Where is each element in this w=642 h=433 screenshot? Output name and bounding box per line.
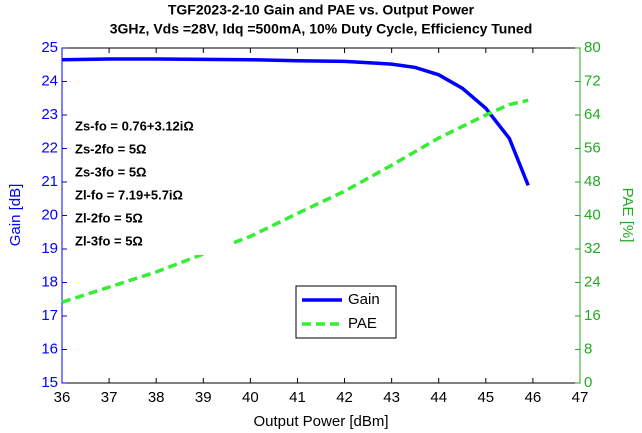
annotation: Zs-3fo = 5Ω xyxy=(75,164,146,179)
x-tick-label: 37 xyxy=(101,389,118,406)
x-tick-label: 36 xyxy=(54,389,71,406)
y-tick-label: 16 xyxy=(41,340,58,357)
y-tick-label: 17 xyxy=(41,307,58,324)
y2-tick-label: 8 xyxy=(584,340,592,357)
legend-box xyxy=(295,285,397,339)
x-tick-label: 47 xyxy=(572,389,589,406)
y2-tick-label: 72 xyxy=(584,72,601,89)
y-tick-label: 22 xyxy=(41,139,58,156)
series-line xyxy=(61,98,529,304)
annotation: Zs-fo = 0.76+3.12iΩ xyxy=(75,118,194,133)
x-tick-label: 40 xyxy=(242,389,259,406)
y-tick-label: 19 xyxy=(41,240,58,257)
y-axis-label: Gain [dB] xyxy=(7,184,24,247)
x-tick-label: 45 xyxy=(477,389,494,406)
y-tick-label: 25 xyxy=(41,39,58,56)
annotation-box xyxy=(72,115,232,255)
annotation: Zl-3fo = 5Ω xyxy=(75,233,143,248)
legend-label: PAE xyxy=(348,315,377,332)
x-tick-label: 41 xyxy=(289,389,306,406)
y2-tick-label: 24 xyxy=(584,273,601,290)
x-tick-label: 38 xyxy=(148,389,165,406)
y2-tick-label: 0 xyxy=(584,374,592,391)
chart-subtitle: 3GHz, Vds =28V, Idq =500mA, 10% Duty Cyc… xyxy=(110,21,533,37)
legend-label: Gain xyxy=(348,291,380,308)
y-tick-label: 23 xyxy=(41,106,58,123)
x-axis-label: Output Power [dBm] xyxy=(253,413,388,430)
annotation: Zl-fo = 7.19+5.7iΩ xyxy=(75,187,183,202)
x-tick-label: 42 xyxy=(336,389,353,406)
chart-title: TGF2023-2-10 Gain and PAE vs. Output Pow… xyxy=(168,2,475,18)
y-tick-label: 15 xyxy=(41,374,58,391)
y2-tick-label: 48 xyxy=(584,173,601,190)
y2-tick-label: 56 xyxy=(584,139,601,156)
annotation: Zl-2fo = 5Ω xyxy=(75,210,143,225)
annotation: Zs-2fo = 5Ω xyxy=(75,141,146,156)
y2-tick-label: 16 xyxy=(584,307,601,324)
x-tick-label: 39 xyxy=(195,389,212,406)
y2-axis-label: PAE [%] xyxy=(619,188,636,243)
y-tick-label: 24 xyxy=(41,72,58,89)
y2-tick-label: 32 xyxy=(584,240,601,257)
y2-tick-label: 80 xyxy=(584,39,601,56)
y2-tick-label: 64 xyxy=(584,106,601,123)
series-line xyxy=(61,57,530,187)
y-tick-label: 21 xyxy=(41,173,58,190)
x-tick-label: 43 xyxy=(383,389,400,406)
y2-tick-label: 40 xyxy=(584,206,601,223)
y-tick-label: 18 xyxy=(41,273,58,290)
y-tick-label: 20 xyxy=(41,206,58,223)
x-tick-label: 44 xyxy=(430,389,447,406)
x-tick-label: 46 xyxy=(525,389,542,406)
